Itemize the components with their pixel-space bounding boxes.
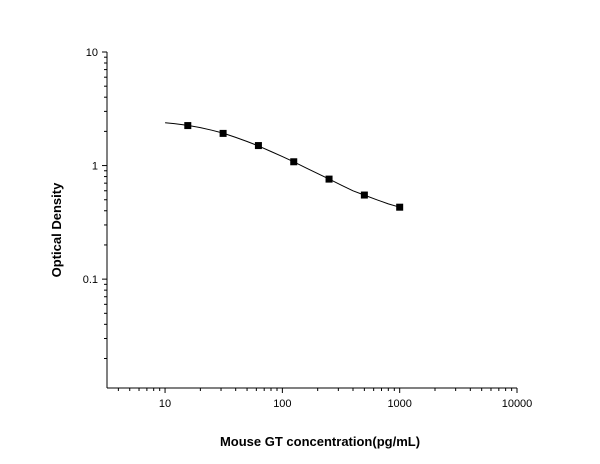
x-axis-title: Mouse GT concentration(pg/mL) — [220, 434, 420, 449]
x-tick-label: 10000 — [502, 398, 533, 410]
data-point — [360, 191, 368, 199]
y-tick-label: 10 — [86, 47, 98, 59]
x-axis-ticks: 10 100 1000 10000 — [117, 388, 533, 410]
data-point — [254, 142, 262, 150]
y-tick-label: 0.1 — [83, 274, 98, 286]
data-point — [290, 158, 298, 166]
plot-area: 10 100 1000 10000 0.1 1 10 — [83, 47, 533, 410]
data-point — [325, 175, 333, 183]
data-markers — [184, 122, 404, 211]
data-point — [396, 203, 404, 211]
fit-curve — [165, 122, 400, 208]
y-axis-title: Optical Density — [49, 182, 64, 277]
data-point — [184, 122, 192, 130]
y-tick-label: 1 — [92, 161, 98, 173]
y-axis-ticks: 0.1 1 10 — [83, 47, 107, 360]
x-tick-label: 1000 — [387, 398, 411, 410]
data-point — [219, 129, 227, 137]
x-tick-label: 10 — [159, 398, 171, 410]
x-tick-label: 100 — [273, 398, 291, 410]
